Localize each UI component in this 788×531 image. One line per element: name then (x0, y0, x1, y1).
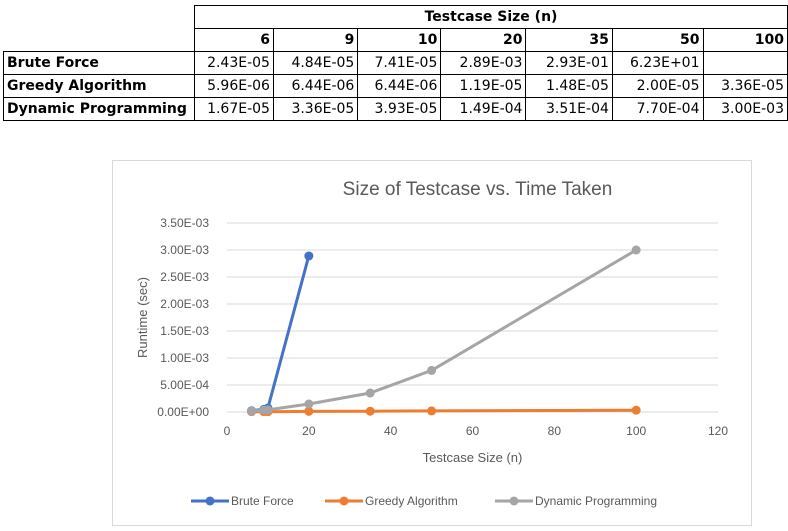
x-tick-label: 80 (548, 424, 562, 438)
table-cell: 3.36E-05 (272, 97, 359, 121)
table-cell: 7.41E-05 (357, 51, 442, 75)
legend-label: Greedy Algorithm (365, 494, 458, 508)
x-tick-label: 40 (384, 424, 398, 438)
x-tick-label: 100 (626, 424, 646, 438)
table-caption: Testcase Size (n) (194, 5, 788, 29)
table-cell: 2.00E-05 (611, 74, 704, 98)
table-cell: 1.48E-05 (525, 74, 613, 98)
y-tick-label: 3.00E-03 (160, 243, 209, 257)
y-tick-label: 3.50E-03 (160, 216, 209, 230)
table-cell: 1.49E-04 (440, 97, 527, 121)
y-tick-label: 1.50E-03 (160, 324, 209, 338)
table-cell: 2.93E-01 (525, 51, 613, 75)
table-cell: 1.19E-05 (440, 74, 527, 98)
table-cell: 3.36E-05 (702, 74, 788, 98)
table-size-header: 20 (440, 28, 527, 52)
table-cell: 2.43E-05 (194, 51, 274, 75)
y-tick-label: 0.00E+00 (157, 405, 209, 419)
table-row: Brute Force 2.43E-05 4.84E-05 7.41E-05 2.89E… (2, 51, 788, 75)
table-cell (702, 51, 788, 75)
table-cell: 2.89E-03 (440, 51, 527, 75)
table-row: Dynamic Programming 1.67E-05 3.36E-05 3.93E… (2, 97, 788, 121)
data-point (365, 406, 375, 416)
table-row: Greedy Algorithm 5.96E-06 6.44E-06 6.44E-06… (2, 74, 788, 98)
y-tick-label: 2.50E-03 (160, 270, 209, 284)
table-corner-blank (4, 6, 195, 29)
table-size-header: 100 (702, 28, 788, 52)
legend-marker (205, 496, 215, 506)
table-cell: 3.93E-05 (357, 97, 442, 121)
data-point (365, 388, 375, 398)
runtime-chart: Size of Testcase vs. Time Taken 0.00E+00 5… (112, 160, 752, 526)
table-row-label: Brute Force (2, 51, 196, 75)
chart-svg: Size of Testcase vs. Time Taken 0.00E+00 5… (135, 179, 728, 508)
table-size-header: 6 (194, 28, 274, 52)
x-tick-label: 20 (302, 424, 316, 438)
table-cell: 6.23E+01 (611, 51, 704, 75)
legend-label: Dynamic Programming (535, 494, 657, 508)
table-cell: 3.51E-04 (525, 97, 613, 121)
data-point (427, 406, 437, 416)
table-corner-blank (4, 29, 195, 52)
x-tick-label: 0 (224, 424, 231, 438)
runtime-table: Testcase Size (n) 6 9 10 20 35 50 100 Brute Forc… (2, 5, 788, 121)
x-tick-label: 120 (708, 424, 728, 438)
table-size-header: 50 (611, 28, 704, 52)
table-row-label: Dynamic Programming (2, 97, 196, 121)
data-point (263, 405, 273, 415)
data-point (304, 406, 314, 416)
table-row-label: Greedy Algorithm (2, 74, 196, 98)
legend-label: Brute Force (231, 494, 294, 508)
table-size-header: 35 (525, 28, 613, 52)
table-cell: 4.84E-05 (272, 51, 359, 75)
table-cell: 6.44E-06 (357, 74, 442, 98)
data-point (631, 405, 641, 415)
data-point (247, 406, 257, 416)
table-cell: 6.44E-06 (272, 74, 359, 98)
data-point (631, 245, 641, 255)
chart-title: Size of Testcase vs. Time Taken (343, 179, 613, 200)
table-cell: 1.67E-05 (194, 97, 274, 121)
legend-marker (339, 496, 349, 506)
data-point (427, 365, 437, 375)
y-tick-label: 1.00E-03 (160, 351, 209, 365)
x-tick-label: 60 (466, 424, 480, 438)
y-tick-label: 2.00E-03 (160, 297, 209, 311)
table-cell: 3.00E-03 (702, 97, 788, 121)
table-size-header: 10 (357, 28, 442, 52)
x-axis-title: Testcase Size (n) (423, 450, 523, 465)
data-point (304, 251, 314, 261)
series-line (251, 255, 311, 413)
table-size-header: 9 (272, 28, 359, 52)
table-cell: 7.70E-04 (611, 97, 704, 121)
legend-marker (509, 496, 519, 506)
y-axis-title: Runtime (sec) (135, 277, 150, 358)
table-cell: 5.96E-06 (194, 74, 274, 98)
data-point (304, 399, 314, 409)
y-tick-label: 5.00E-04 (160, 378, 209, 392)
